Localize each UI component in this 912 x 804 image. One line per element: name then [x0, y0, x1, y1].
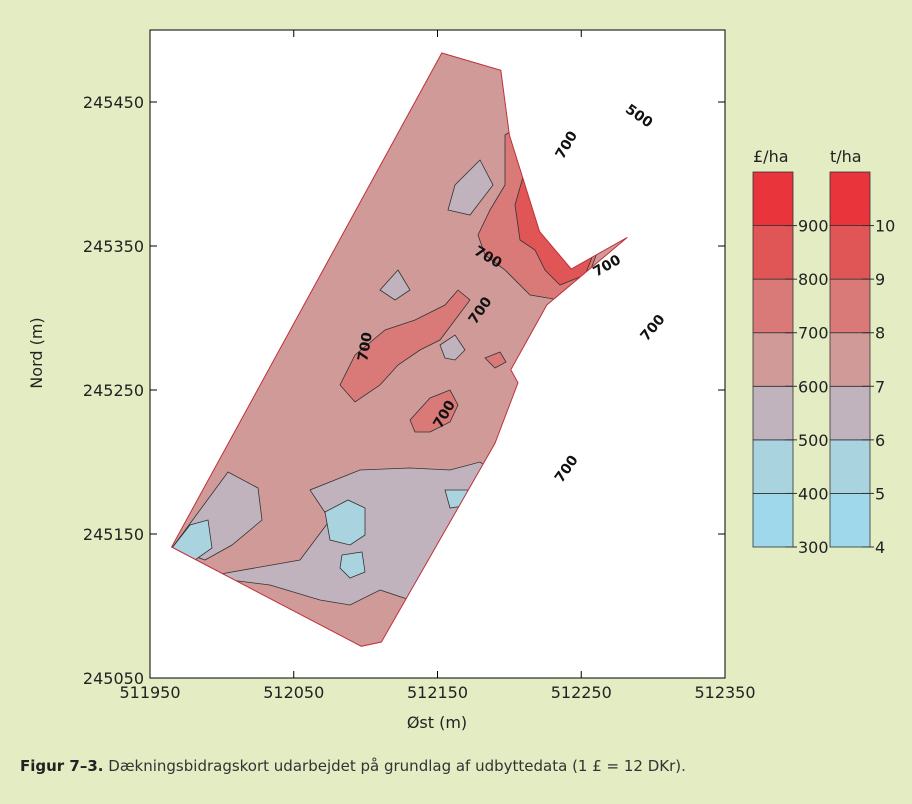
legend-label-7: 900	[798, 217, 829, 236]
contour-zone-23	[484, 351, 507, 369]
x-tick-label-4: 512250	[551, 683, 612, 702]
legend-label-7: 10	[875, 217, 895, 236]
axes: 511950 512050 512150 512250 512350 245050 2451…	[83, 30, 756, 702]
legend-label-3: 500	[798, 431, 829, 450]
legend-title-2: t/ha	[830, 147, 862, 166]
y-tick-label-2: 245150	[83, 525, 144, 544]
contour-zone-4	[447, 159, 494, 216]
y-tick-label-1: 245050	[83, 669, 144, 688]
y-tick-label-5: 245450	[83, 93, 144, 112]
contour-zone-13	[324, 499, 366, 546]
legend-label-6: 800	[798, 270, 829, 289]
legend-label-4: 7	[875, 377, 885, 396]
legend-2: t/ha 4 5 6 7 8 9 10	[829, 147, 895, 557]
legend-label-3: 6	[875, 431, 885, 450]
legend-label-4: 600	[798, 377, 829, 396]
y-axis-title: Nord (m)	[27, 317, 46, 388]
legend-band-4	[829, 332, 871, 387]
contour-zone-6	[439, 334, 466, 361]
legend-band-7	[752, 171, 794, 226]
legend-band-2	[829, 439, 871, 494]
x-tick-label-3: 512150	[407, 683, 468, 702]
contour-label-6: 700	[355, 331, 376, 363]
legend-band-7	[829, 171, 871, 226]
legends: £/ha 300 400 500 600 700 800 900 t/ha 4 5 6 7 8 9 10	[752, 147, 895, 557]
contour-zone-15	[339, 551, 366, 579]
field-boundary	[170, 52, 628, 647]
legend-label-5: 700	[798, 324, 829, 343]
legend-label-1: 4	[875, 538, 885, 557]
legend-band-5	[752, 278, 794, 334]
legend-label-6: 9	[875, 270, 885, 289]
legend-band-1	[752, 493, 794, 548]
legend-band-2	[752, 439, 794, 494]
legend-title-1: £/ha	[753, 147, 789, 166]
legend-band-1	[829, 493, 871, 548]
legend-band-5	[829, 278, 871, 334]
legend-band-3	[829, 385, 871, 441]
caption-label: Figur 7–3.	[20, 757, 104, 775]
caption-text: Dækningsbidragskort udarbejdet på grundl…	[103, 757, 686, 775]
legend-label-1: 300	[798, 538, 829, 557]
contour-zone-22	[409, 389, 459, 433]
y-tick-label-4: 245350	[83, 237, 144, 256]
legend-1: £/ha 300 400 500 600 700 800 900	[752, 147, 829, 557]
figure-caption: Figur 7–3. Dækningsbidragskort udarbejde…	[20, 757, 900, 775]
x-tick-label-1: 511950	[119, 683, 180, 702]
legend-label-5: 8	[875, 324, 885, 343]
contour-zone-18	[339, 289, 471, 403]
y-tick-label-3: 245250	[83, 381, 144, 400]
x-axis-title: Øst (m)	[407, 713, 467, 732]
x-tick-label-2: 512050	[263, 683, 324, 702]
legend-label-2: 400	[798, 484, 829, 503]
legend-label-2: 5	[875, 484, 885, 503]
contour-zone-5	[379, 269, 411, 301]
legend-band-3	[752, 385, 794, 441]
legend-band-6	[829, 225, 871, 280]
x-tick-label-5: 512350	[694, 683, 755, 702]
legend-band-6	[752, 225, 794, 280]
legend-band-4	[752, 332, 794, 387]
